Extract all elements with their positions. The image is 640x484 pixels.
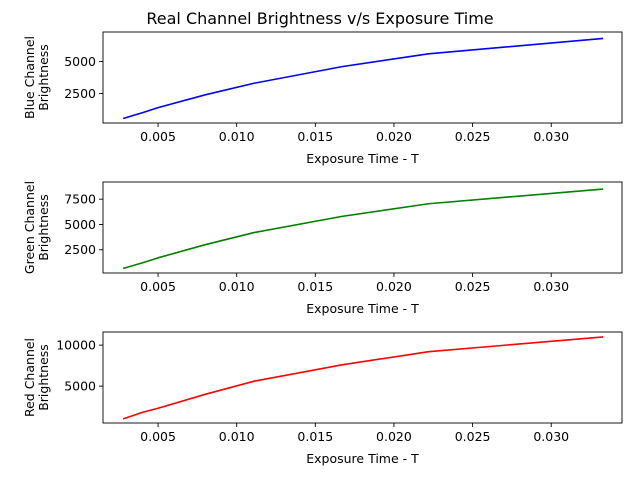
y-axis-label-line: Brightness [36,344,51,411]
y-tick-label: 7500 [64,192,96,207]
y-tick-label: 2500 [64,86,96,101]
x-tick-label: 0.005 [140,129,176,144]
x-axis-label: Exposure Time - T [306,451,419,466]
chart-title: Real Channel Brightness v/s Exposure Tim… [146,9,493,28]
y-axis-label-line: Brightness [36,44,51,111]
subplot-green: 0.005 0.010 0.015 0.020 0.025 0.030 2500 5000 75… [22,181,623,316]
y-axis-label: Green ChannelBrightness [22,181,51,274]
y-tick-label: 2500 [64,242,96,257]
series-line-green [122,188,604,270]
series-line-blue [122,37,604,120]
x-tick-label: 0.005 [140,279,176,294]
x-tick-label: 0.015 [297,129,333,144]
x-tick-label: 0.015 [297,279,333,294]
y-tick-label: 5000 [64,54,96,69]
y-axis-label: Red ChannelBrightness [22,338,51,417]
x-tick-label: 0.030 [533,129,569,144]
subplot-red: 0.005 0.010 0.015 0.020 0.025 0.030 5000 10000 E… [22,331,623,466]
x-tick-label: 0.020 [376,429,412,444]
y-tick-label: 10000 [56,338,96,353]
y-axis-label-line: Green Channel [22,181,37,274]
series-line-red [122,336,604,420]
x-tick-label: 0.015 [297,429,333,444]
x-tick-label: 0.010 [219,429,255,444]
x-tick-label: 0.030 [533,279,569,294]
subplot-blue: 0.005 0.010 0.015 0.020 0.025 0.030 2500 5000 Ex… [22,31,623,166]
y-tick-label: 5000 [64,217,96,232]
y-axis-label-line: Red Channel [22,338,37,417]
axes-frame-blue [102,31,623,124]
x-axis-label: Exposure Time - T [306,151,419,166]
x-tick-label: 0.025 [455,279,491,294]
x-tick-label: 0.020 [376,129,412,144]
y-axis-label-line: Brightness [36,194,51,261]
x-tick-label: 0.010 [219,129,255,144]
axes-frame-red [102,331,623,424]
y-tick-label: 5000 [64,379,96,394]
x-tick-label: 0.005 [140,429,176,444]
x-tick-label: 0.010 [219,279,255,294]
x-tick-label: 0.020 [376,279,412,294]
x-tick-label: 0.025 [455,429,491,444]
x-tick-label: 0.025 [455,129,491,144]
x-axis-label: Exposure Time - T [306,301,419,316]
subplots: 0.005 0.010 0.015 0.020 0.025 0.030 2500 5000 Ex… [22,31,623,466]
x-tick-label: 0.030 [533,429,569,444]
y-axis-label-line: Blue Channel [22,36,37,119]
axes-frame-green [102,181,623,274]
y-axis-label: Blue ChannelBrightness [22,36,51,119]
